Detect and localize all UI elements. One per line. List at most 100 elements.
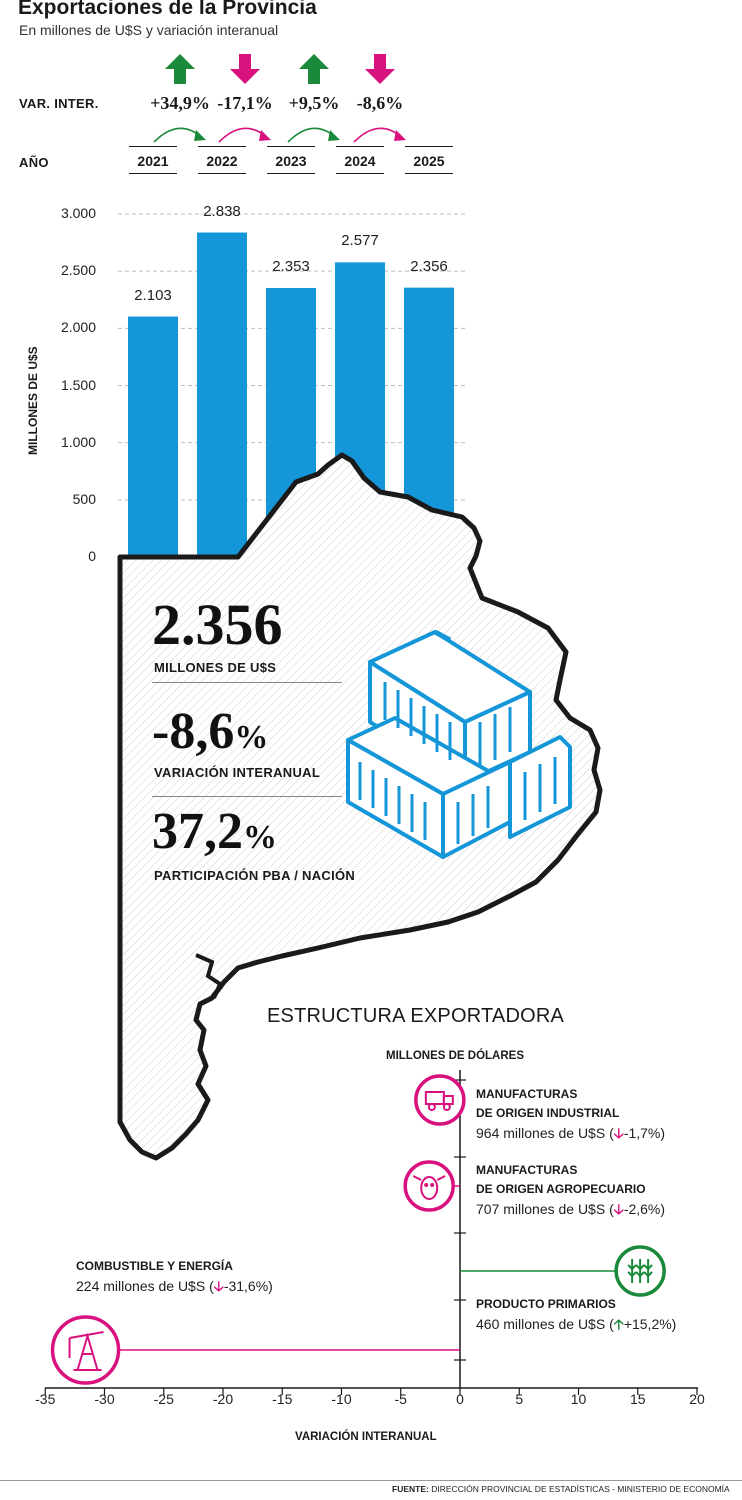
up-arrow-icon bbox=[165, 54, 195, 84]
structure-title: ESTRUCTURA EXPORTADORA bbox=[267, 1005, 565, 1027]
down-arrow-icon: 🡣 bbox=[613, 1125, 624, 1141]
cow-icon-glyph bbox=[412, 1175, 446, 1200]
category-amount: 707 millones de U$S ( bbox=[476, 1201, 614, 1217]
y-tick-label: 1.000 bbox=[60, 433, 96, 450]
category-value: 707 millones de U$S (🡣-2,6%) bbox=[476, 1199, 665, 1223]
y-tick-label: 2.000 bbox=[60, 319, 96, 336]
category-industrial: MANUFACTURAS DE ORIGEN INDUSTRIAL 964 mi… bbox=[476, 1085, 665, 1147]
bar-value-label: 2.353 bbox=[272, 257, 310, 275]
x-tick-label: 5 bbox=[515, 1391, 524, 1407]
category-pct: -1,7%) bbox=[623, 1125, 666, 1141]
divider bbox=[152, 682, 342, 683]
oil-pump-icon bbox=[50, 1315, 121, 1385]
source-note: FUENTE: DIRECCIÓN PROVINCIAL DE ESTADÍST… bbox=[392, 1484, 730, 1494]
x-tick-label: -25 bbox=[153, 1391, 174, 1407]
up-arrow-icon: 🡡 bbox=[613, 1316, 624, 1332]
footer-rule bbox=[0, 1480, 742, 1481]
divider bbox=[152, 796, 342, 797]
year-label: 2021 bbox=[129, 146, 177, 174]
bar-value-label: 2.838 bbox=[203, 202, 241, 220]
category-name: COMBUSTIBLE Y ENERGÍA bbox=[76, 1259, 233, 1273]
stat-share: 37,2% bbox=[152, 806, 277, 858]
variation-value: -17,1% bbox=[217, 93, 273, 113]
structure-chart bbox=[44, 1070, 698, 1395]
truck-icon-glyph bbox=[424, 1091, 454, 1111]
curved-arrow-icon bbox=[153, 127, 206, 143]
bar-value-label: 2.577 bbox=[341, 232, 379, 250]
cow-icon bbox=[403, 1160, 455, 1212]
year-label: 2025 bbox=[405, 146, 453, 174]
x-tick-label: 20 bbox=[689, 1391, 705, 1407]
stat-variation-unit: % bbox=[234, 719, 269, 756]
curved-arrow-icon bbox=[287, 127, 340, 143]
source-label: FUENTE: bbox=[392, 1484, 429, 1494]
category-amount: 964 millones de U$S ( bbox=[476, 1125, 614, 1141]
stat-variation: -8,6% bbox=[152, 706, 268, 758]
category-pct: -2,6%) bbox=[623, 1201, 666, 1217]
bar-2022 bbox=[197, 232, 247, 557]
category-primarios: PRODUCTO PRIMARIOS 460 millones de U$S (… bbox=[476, 1295, 676, 1338]
category-name-line2: DE ORIGEN INDUSTRIAL bbox=[476, 1106, 620, 1120]
stat-variation-value: -8,6 bbox=[152, 703, 235, 760]
y-tick-label: 1.500 bbox=[60, 376, 96, 393]
y-tick-label: 2.500 bbox=[60, 262, 96, 279]
category-value: 224 millones de U$S (🡣-31,6%) bbox=[76, 1276, 273, 1300]
category-name: MANUFACTURAS bbox=[476, 1163, 578, 1177]
variation-value: -8,6% bbox=[356, 93, 404, 113]
down-arrow-icon: 🡣 bbox=[613, 1201, 624, 1217]
source-text: DIRECCIÓN PROVINCIAL DE ESTADÍSTICAS - M… bbox=[431, 1484, 730, 1494]
y-tick-label: 0 bbox=[88, 548, 96, 564]
category-value: 964 millones de U$S (🡣-1,7%) bbox=[476, 1123, 665, 1147]
category-amount: 224 millones de U$S ( bbox=[76, 1278, 214, 1294]
chart-subtitle: En millones de U$S y variación interanua… bbox=[19, 22, 279, 38]
x-tick-label: -10 bbox=[331, 1391, 352, 1407]
var-inter-label: VAR. INTER. bbox=[19, 96, 99, 111]
category-name: MANUFACTURAS bbox=[476, 1087, 578, 1101]
category-amount: 460 millones de U$S ( bbox=[476, 1316, 614, 1332]
stat-exports-value: 2.356 bbox=[152, 592, 283, 657]
year-label: 2023 bbox=[267, 146, 315, 174]
oil-pump-icon-glyph bbox=[68, 1331, 104, 1371]
y-tick-label: 500 bbox=[72, 490, 96, 507]
chart-title: Exportaciones de la Provincia bbox=[18, 0, 317, 19]
curved-arrow-icon bbox=[353, 127, 406, 143]
stat-variation-caption: VARIACIÓN INTERANUAL bbox=[154, 765, 321, 780]
down-arrow-icon bbox=[230, 54, 260, 84]
y-axis-label: MILLONES DE U$S bbox=[26, 346, 40, 455]
bar-value-label: 2.356 bbox=[410, 257, 448, 275]
truck-icon bbox=[414, 1074, 466, 1126]
structure-subtitle: MILLONES DE DÓLARES bbox=[386, 1050, 525, 1062]
year-label: 2022 bbox=[198, 146, 246, 174]
x-tick-label: 10 bbox=[570, 1391, 587, 1407]
stat-exports-caption: MILLONES DE U$S bbox=[154, 660, 277, 675]
x-tick-label: -35 bbox=[35, 1391, 56, 1407]
up-arrow-icon bbox=[299, 54, 329, 84]
x-tick-label: 15 bbox=[629, 1391, 646, 1407]
category-agro: MANUFACTURAS DE ORIGEN AGROPECUARIO 707 … bbox=[476, 1161, 665, 1223]
category-energia: COMBUSTIBLE Y ENERGÍA 224 millones de U$… bbox=[76, 1257, 273, 1300]
stat-share-value: 37,2 bbox=[152, 803, 243, 860]
x-tick-label: 0 bbox=[456, 1391, 464, 1407]
wheat-icon-glyph bbox=[627, 1259, 653, 1283]
category-value: 460 millones de U$S (🡡+15,2%) bbox=[476, 1314, 676, 1338]
anio-label: AÑO bbox=[19, 155, 49, 170]
variation-value: +34,9% bbox=[150, 93, 210, 113]
x-tick-label: -15 bbox=[272, 1391, 293, 1407]
category-name-line2: DE ORIGEN AGROPECUARIO bbox=[476, 1182, 646, 1196]
x-tick-label: -5 bbox=[394, 1391, 407, 1407]
category-pct: +15,2%) bbox=[623, 1316, 677, 1332]
bar-2021 bbox=[128, 316, 178, 557]
x-axis-label: VARIACIÓN INTERANUAL bbox=[295, 1431, 437, 1443]
stat-share-unit: % bbox=[243, 819, 277, 856]
category-name: PRODUCTO PRIMARIOS bbox=[476, 1297, 616, 1311]
down-arrow-icon: 🡣 bbox=[213, 1278, 224, 1294]
containers-icon bbox=[346, 629, 572, 859]
down-arrow-icon bbox=[365, 54, 395, 84]
category-pct: -31,6%) bbox=[223, 1278, 273, 1294]
curved-arrow-icon bbox=[218, 127, 271, 143]
variation-value: +9,5% bbox=[288, 93, 340, 113]
x-tick-label: -30 bbox=[94, 1391, 115, 1407]
year-label: 2024 bbox=[336, 146, 384, 174]
x-tick-label: -20 bbox=[212, 1391, 234, 1407]
y-tick-label: 3.000 bbox=[60, 205, 96, 221]
